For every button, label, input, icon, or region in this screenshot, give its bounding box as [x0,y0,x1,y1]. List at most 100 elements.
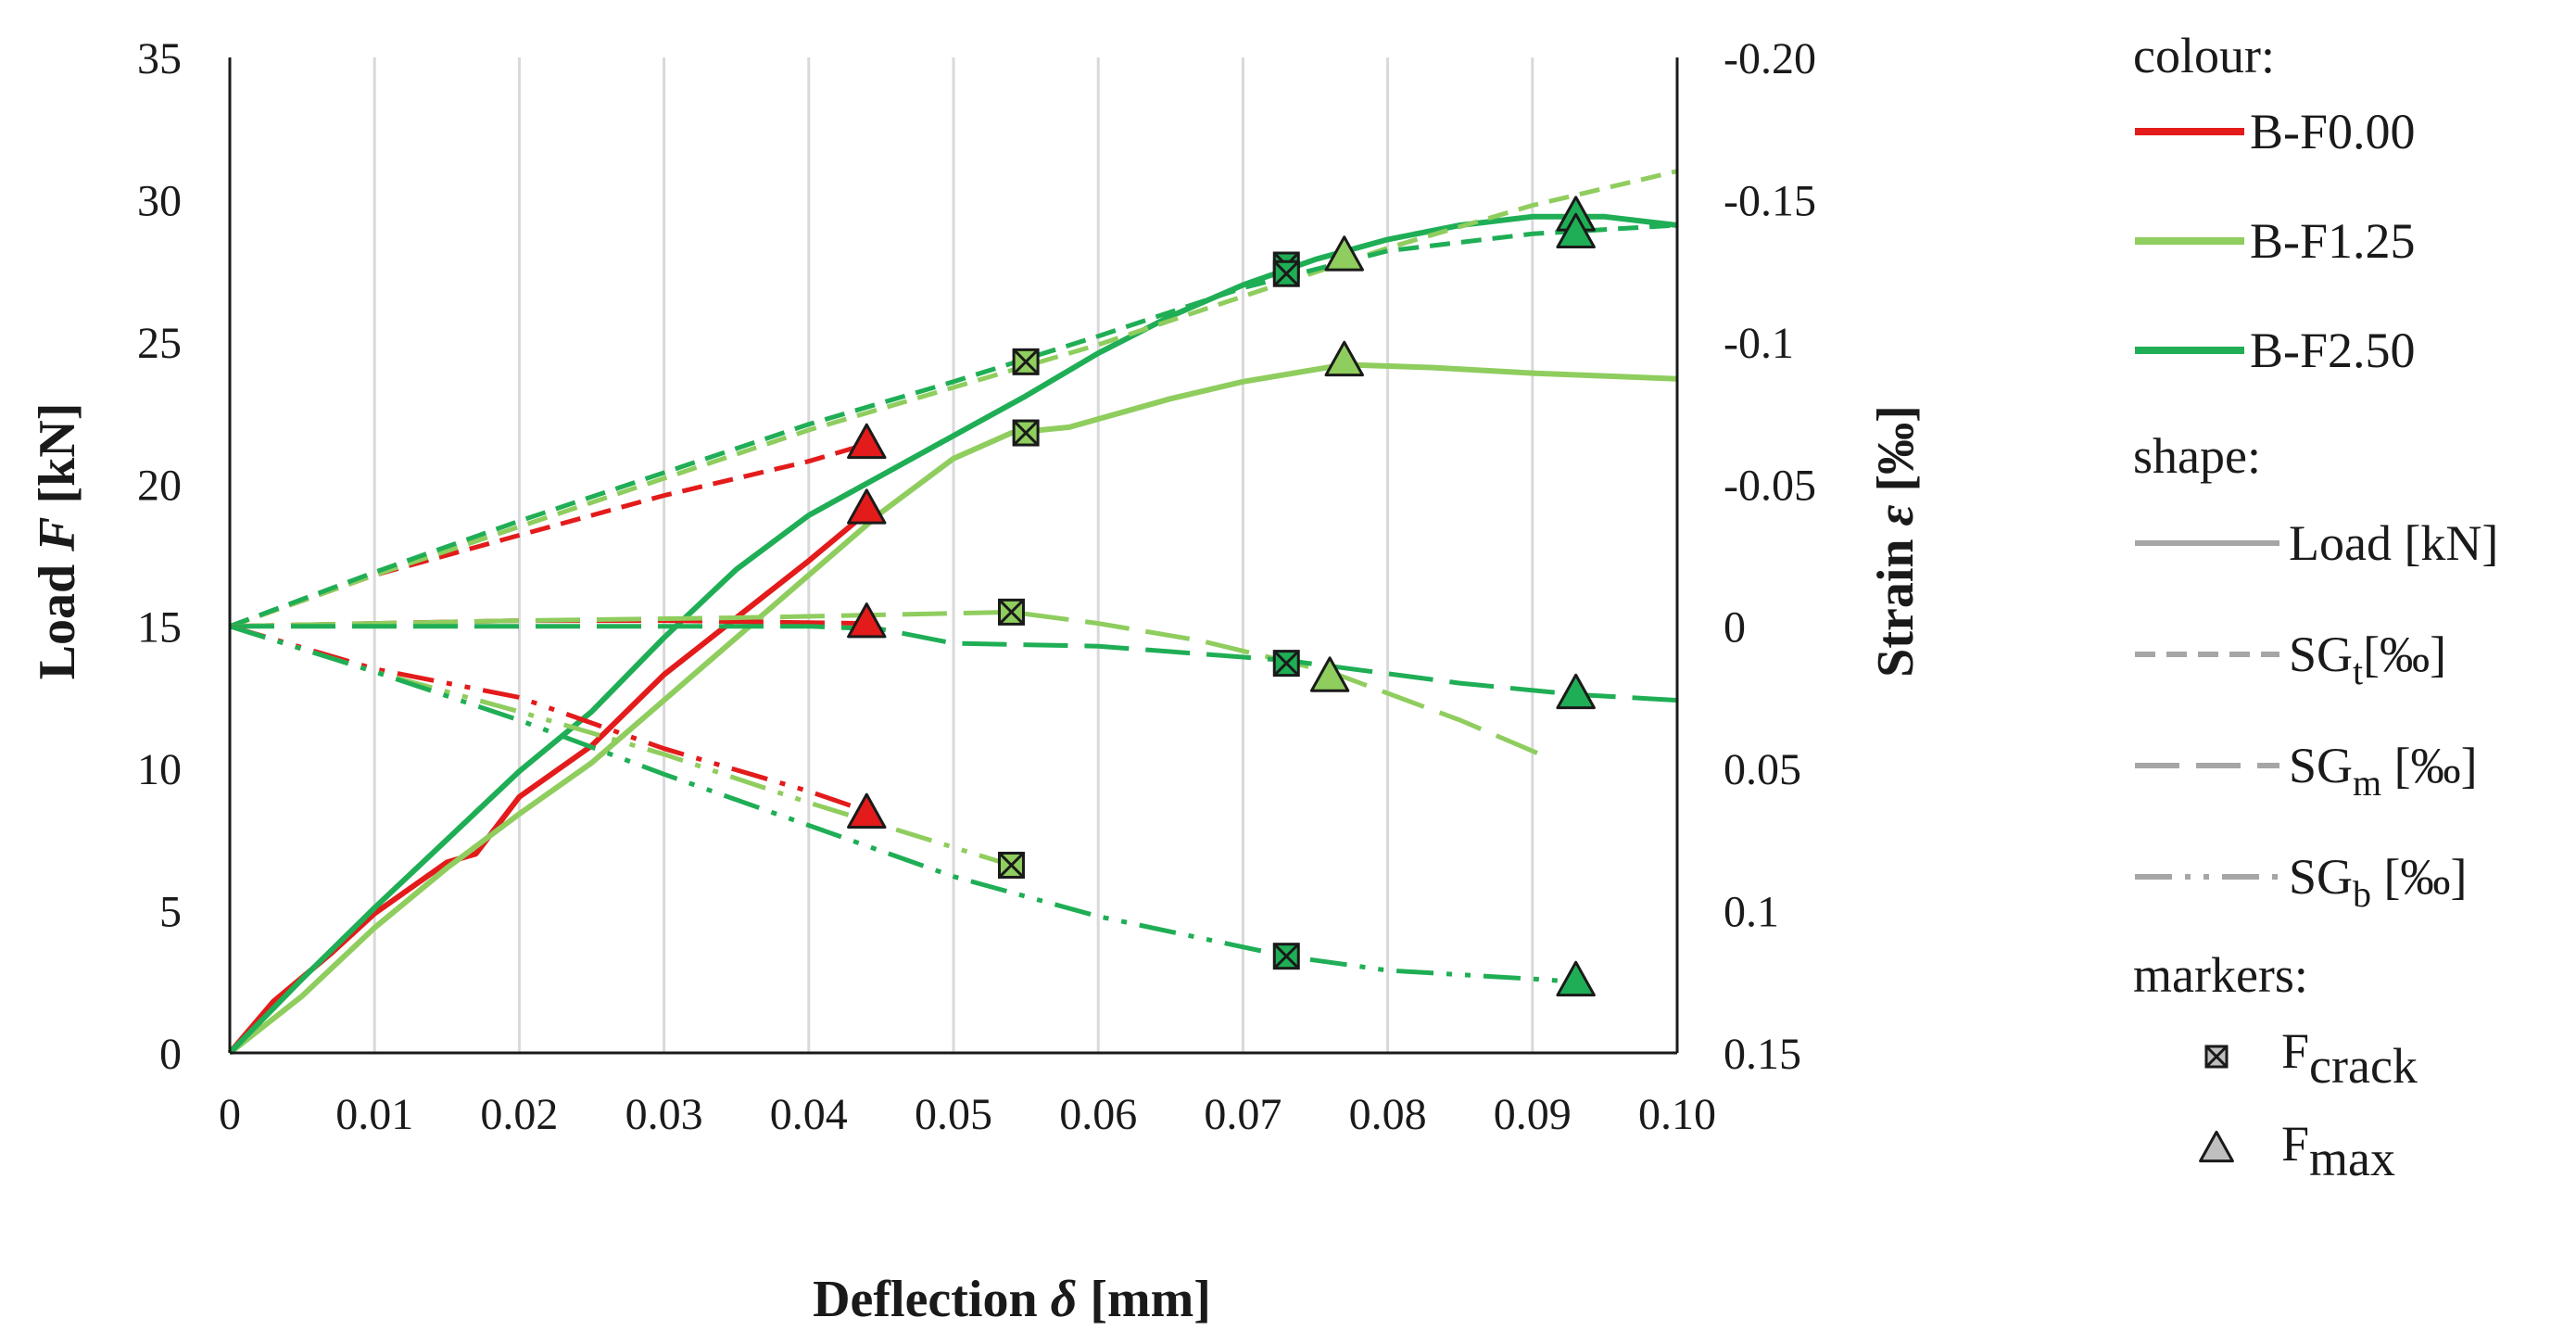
y-left-axis-title-main: Load [29,551,86,680]
x-axis-title-symbol: δ [1051,1271,1078,1328]
marker-cross-line [998,852,1025,879]
legend-shape-main: SG [2289,738,2353,793]
legend-marker-label: Fcrack [2281,1023,2418,1094]
grid [373,57,1534,1053]
marker-max-b-f000 [847,488,887,525]
y-right-tick-labels: 0.15 0.1 0.05 0 -0.05 -0.1 -0.15 -0.20 [1724,34,1816,1079]
legend-shape-subscript: t [2353,651,2363,692]
axes [228,57,1679,1055]
marker-crack-b-f125 [997,851,1025,879]
x-axis-title-main: Deflection [813,1271,1051,1328]
marker-max-b-f250 [1556,673,1596,710]
marker-max-b-f250 [1556,960,1596,997]
x-tick-label: 0.04 [770,1090,848,1139]
marker-max-b-f000 [847,602,887,639]
series-line-b-f125-sgm [229,609,1548,760]
y-right-tick-label: -0.15 [1724,176,1816,225]
marker-crack-b-f250 [1272,650,1300,678]
legend-shape-subscript: b [2353,873,2371,915]
marker-max-b-f000 [847,792,887,830]
y-left-tick-label: 20 [137,461,182,510]
series-line-b-f250-sgm [230,624,1678,703]
legend-marker-main: F [2281,1116,2309,1172]
x-tick-label: 0.02 [480,1090,558,1139]
y-left-tick-label: 0 [159,1030,182,1079]
x-tick-label: 0.10 [1638,1090,1716,1139]
marker-cross-line [1273,650,1300,677]
marker-max-b-f125 [1324,340,1364,377]
legend-heading: markers: [2133,947,2308,1003]
legend-shape-label: SGm [‰] [2289,738,2478,804]
legend-shape-main: SG [2289,849,2353,905]
marker-max-b-f000 [847,423,887,460]
x-tick-label: 0.05 [915,1090,992,1139]
y-right-tick-label: -0.20 [1724,34,1816,83]
x-tick-label: 0.09 [1494,1090,1572,1139]
legend-colour-label: B-F1.25 [2250,213,2416,269]
y-left-tick-label: 10 [137,745,182,794]
marker-crack-b-f125 [1012,348,1040,375]
marker-max-b-f125 [1309,656,1350,692]
legend-marker-label: Fmax [2281,1116,2395,1186]
x-tick-label: 0.06 [1059,1090,1137,1139]
marker-triangle [1324,340,1364,377]
y-right-axis-title-unit: [‰] [1867,405,1925,504]
x-tick-label: 0.03 [625,1090,703,1139]
y-right-axis-title: Strain ε [‰] [1867,405,1925,678]
x-tick-label: 0 [219,1090,241,1139]
y-left-tick-label: 15 [137,603,182,652]
legend-shape-suffix: [‰] [2371,849,2467,905]
legend-marker-crack [2204,1045,2229,1069]
marker-triangle [847,792,887,830]
legend-shape-main: SG [2289,627,2353,682]
y-left-tick-labels: 0 5 10 15 20 25 30 35 [137,34,182,1079]
marker-crack-b-f125 [1012,419,1040,447]
legend-heading: colour: [2133,28,2275,83]
marker-cross-line [2204,1045,2229,1069]
marker-max-b-f125 [1324,235,1364,272]
y-left-axis-title-symbol: F [29,517,86,552]
legend-colour-label: B-F2.50 [2250,323,2416,378]
y-right-tick-label: -0.1 [1724,319,1794,368]
series-line-b-f250-load [227,213,1678,1056]
legend-shape-main: Load [kN] [2289,515,2498,571]
y-left-axis-title-unit: [kN] [29,403,86,517]
y-right-axis-title-main: Strain [1867,526,1925,677]
y-right-axis-title-symbol: ε [1867,504,1925,526]
series-line-b-f250-sgt [229,222,1678,629]
marker-cross-line [998,599,1025,626]
y-right-tick-label: -0.05 [1724,461,1816,510]
marker-triangle [2199,1130,2234,1163]
marker-triangle [1556,212,1596,249]
marker-triangle [847,602,887,639]
y-left-axis-title: Load F [kN] [29,403,86,680]
marker-triangle [1556,960,1596,997]
y-right-tick-label: 0.05 [1724,745,1801,794]
series-line-b-f125-sgt [229,169,1678,629]
marker-layer [847,196,1596,997]
x-tick-labels: 0 0.01 0.02 0.03 0.04 0.05 0.06 0.07 0.08 0.09 0.1… [219,1090,1716,1139]
marker-max-b-f250 [1556,212,1596,249]
series-line-b-f000-sgt [229,441,868,629]
series-layer [227,169,1678,1056]
marker-cross-line [1273,260,1300,287]
legend-marker-max [2199,1130,2234,1163]
series-line-b-f000-sgb [229,624,868,814]
marker-cross-line [1013,348,1040,375]
y-left-tick-label: 30 [137,176,182,225]
legend-shape-label: SGb [‰] [2289,849,2468,915]
y-right-tick-label: 0.1 [1724,888,1779,937]
marker-cross-line [1273,943,1300,969]
legend-shape-suffix: [‰] [2381,738,2477,793]
x-axis-title-unit: [mm] [1077,1271,1211,1328]
series-line-b-f250-sgb [229,624,1576,984]
x-axis-title: Deflection δ [mm] [813,1271,1211,1328]
y-left-tick-label: 35 [137,34,182,83]
marker-cross-line [1013,419,1040,447]
legend-marker-main: F [2281,1023,2309,1079]
legend-shape-subscript: m [2353,762,2381,804]
marker-triangle [1309,656,1350,692]
x-tick-label: 0.01 [335,1090,413,1139]
legend-shape-label: SGt[‰] [2289,627,2446,692]
